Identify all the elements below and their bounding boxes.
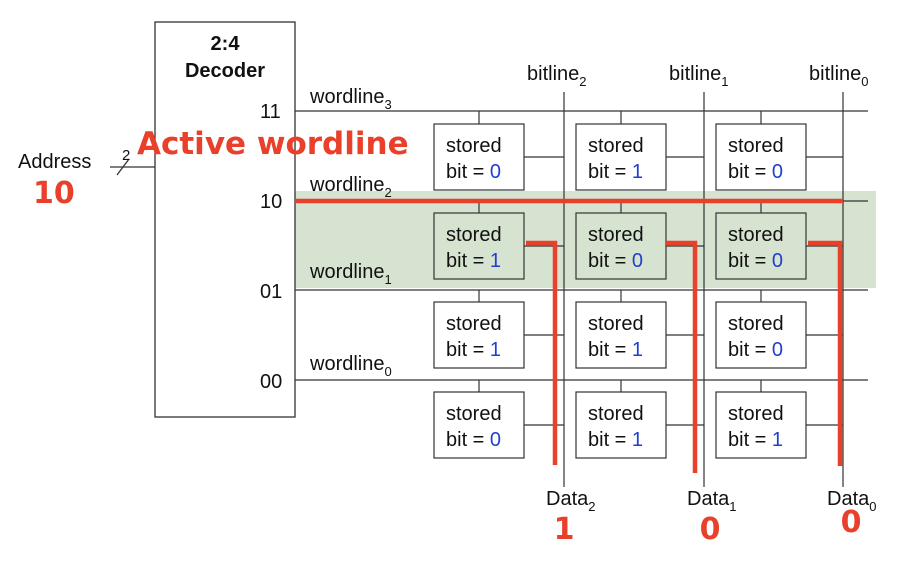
cell-stored-label: stored (728, 224, 784, 246)
cell-stored-label: stored (728, 135, 784, 157)
active-path-layer (295, 198, 843, 473)
cell-bit-value: 1 (490, 339, 501, 361)
data-output-value-0: 0 (841, 505, 862, 540)
memory-cell: stored bit = 0 (715, 111, 843, 191)
cell-stored-label: stored (446, 135, 502, 157)
cell-bit-label: bit = 1 (446, 339, 501, 361)
wordline-label-3: wordline3 (309, 86, 392, 112)
data-output-value-1: 0 (700, 512, 721, 547)
cell-bit-label: bit = 0 (728, 161, 783, 183)
cell-bit-value: 0 (772, 161, 783, 183)
cell-stored-label: stored (446, 313, 502, 335)
row-code-0: 00 (260, 371, 282, 393)
cell-bit-label: bit = 1 (728, 429, 783, 451)
data-output-label-0: Data0 (827, 488, 876, 514)
cell-bit-value: 1 (632, 429, 643, 451)
cell-stored-label: stored (588, 313, 644, 335)
wordline-label-2: wordline2 (309, 174, 392, 200)
address-bus: 2 (110, 147, 155, 176)
active-read-path-0 (808, 240, 843, 466)
cell-stored-label: stored (728, 313, 784, 335)
wordline-label-0: wordline0 (309, 353, 392, 379)
cell-bit-label: bit = 1 (588, 339, 643, 361)
cell-bit-label: bit = 0 (446, 161, 501, 183)
memory-cell: stored bit = 0 (433, 380, 564, 459)
address-bus-width: 2 (122, 147, 130, 164)
memory-cell: stored bit = 1 (575, 380, 704, 459)
cell-bit-value: 1 (490, 250, 501, 272)
decoder-block: 2:4 Decoder (154, 21, 296, 418)
decoder-title-line2: Decoder (185, 60, 265, 82)
address-label: Address (18, 151, 91, 173)
active-read-path-1 (666, 240, 698, 473)
row-code-1: 01 (260, 281, 282, 303)
row-code-2: 10 (260, 191, 282, 213)
cell-bit-label: bit = 0 (728, 250, 783, 272)
cell-bit-label: bit = 1 (588, 161, 643, 183)
cell-bit-value: 1 (632, 161, 643, 183)
memory-cell: stored bit = 0 (715, 290, 843, 369)
cell-bit-label: bit = 1 (588, 429, 643, 451)
data-output-label-2: Data2 (546, 488, 595, 514)
active-read-path-2 (526, 240, 558, 465)
data-output-label-1: Data1 (687, 488, 736, 514)
row-code-3: 11 (260, 101, 281, 123)
bitline-label-2: bitline2 (527, 63, 587, 89)
cell-stored-label: stored (728, 403, 784, 425)
cell-bit-value: 0 (632, 250, 643, 272)
memory-cell: stored bit = 1 (575, 111, 704, 191)
cell-bit-value: 1 (772, 429, 783, 451)
memory-cell: stored bit = 1 (575, 290, 704, 369)
cell-bit-value: 0 (772, 250, 783, 272)
memory-cell: stored bit = 0 (715, 201, 843, 280)
wordline-label-1: wordline1 (309, 261, 392, 287)
bitline-label-0: bitline0 (809, 63, 869, 89)
cell-stored-label: stored (446, 403, 502, 425)
cell-bit-value: 0 (490, 429, 501, 451)
data-output-value-2: 1 (554, 512, 575, 547)
cell-stored-label: stored (588, 224, 644, 246)
bitline-label-1: bitline1 (669, 63, 729, 89)
cell-bit-label: bit = 0 (588, 250, 643, 272)
cell-bit-label: bit = 0 (446, 429, 501, 451)
cell-bit-value: 0 (490, 161, 501, 183)
memory-cell: stored bit = 1 (715, 380, 843, 459)
memory-cell: stored bit = 0 (575, 201, 704, 280)
cell-bit-label: bit = 1 (446, 250, 501, 272)
memory-cell: stored bit = 1 (433, 290, 564, 369)
active-wordline-label: Active wordline (137, 126, 409, 162)
cell-bit-value: 0 (772, 339, 783, 361)
decoder-title-line1: 2:4 (211, 33, 241, 55)
cell-bit-value: 1 (632, 339, 643, 361)
memory-cell: stored bit = 1 (433, 201, 564, 280)
cell-bit-label: bit = 0 (728, 339, 783, 361)
cell-stored-label: stored (446, 224, 502, 246)
memory-cell: stored bit = 0 (433, 111, 564, 191)
cell-stored-label: stored (588, 403, 644, 425)
address-value: 10 (33, 176, 75, 211)
cell-stored-label: stored (588, 135, 644, 157)
